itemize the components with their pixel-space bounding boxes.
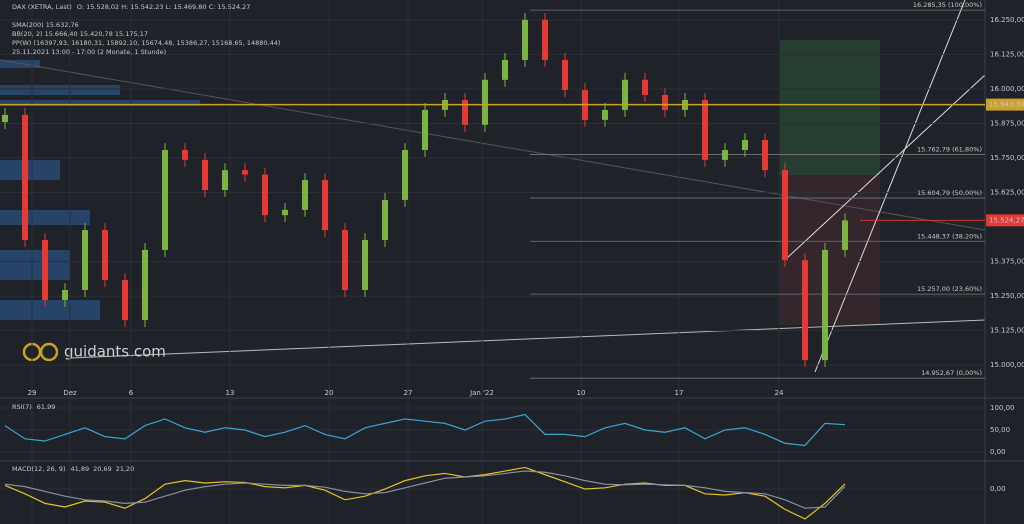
candle-body: [62, 289, 68, 300]
candle-body: [222, 170, 228, 191]
candle-body: [842, 220, 848, 250]
candle-body: [42, 240, 48, 300]
fib-label: 15.448,37 (38,20%): [917, 232, 982, 240]
legend-value: 20,69: [93, 465, 112, 473]
trend-lines: [0, 0, 986, 373]
legend-value: 61,99: [37, 403, 56, 411]
y-tick-label: 16.125,00: [990, 50, 1024, 58]
candle-body: [762, 140, 768, 171]
y-tick-label: 16.250,00: [990, 16, 1024, 24]
candle-body: [102, 230, 108, 281]
fib-label: 14.952,67 (0,00%): [921, 369, 982, 377]
candle-body: [182, 149, 188, 160]
candle-body: [82, 230, 88, 290]
candle-body: [162, 149, 168, 250]
pane-title: MACD(12, 26, 9): [12, 465, 66, 473]
y-tick-label: 50,00: [990, 426, 1010, 434]
candle-body: [782, 170, 788, 261]
candle-body: [502, 59, 508, 80]
y-tick-label: 100,00: [990, 404, 1015, 412]
x-tick-label: 24: [775, 389, 784, 397]
volume-profile: [0, 60, 200, 320]
candle-body: [422, 109, 428, 150]
candle-body: [542, 19, 548, 60]
candle-body: [662, 95, 668, 110]
y-tick-label: 16.000,00: [990, 85, 1024, 93]
pane-title: DAX (XETRA, Last): [12, 3, 72, 11]
x-tick-label: 13: [226, 389, 235, 397]
y-tick-label: 15.750,00: [990, 154, 1024, 162]
candle-body: [402, 149, 408, 200]
stop-zone: [780, 175, 880, 325]
candle-body: [2, 114, 8, 123]
candle-body: [702, 99, 708, 160]
legend-line: 25.11.2021 13:00 - 17:00 (2 Monate, 1 St…: [12, 48, 166, 56]
candle-body: [262, 174, 268, 216]
x-tick-label: 29: [28, 389, 37, 397]
watermark: guidants.com: [64, 343, 166, 361]
candle-body: [622, 79, 628, 110]
candle-body: [522, 19, 528, 60]
candle-body: [282, 209, 288, 216]
y-tick-label: 15.250,00: [990, 292, 1024, 300]
y-tick-label: 15.125,00: [990, 327, 1024, 335]
indicator-line: [4, 470, 846, 509]
y-tick-label: 0,00: [990, 485, 1006, 493]
candle-body: [642, 79, 648, 96]
candle-body: [602, 109, 608, 120]
candle-body: [562, 59, 568, 91]
candle-body: [322, 180, 328, 231]
candle-body: [802, 260, 808, 361]
candle-body: [142, 249, 148, 321]
x-tick-label: 10: [577, 389, 586, 397]
legend-line: BB(20, 2) 15.666,40 15.420,78 15.175,17: [12, 30, 148, 38]
x-tick-label: 27: [404, 389, 413, 397]
x-tick-label: Jan '22: [469, 389, 494, 397]
legend-value: 41,89: [71, 465, 90, 473]
price-label-box: [986, 98, 1024, 111]
y-tick-label: 0,00: [990, 448, 1006, 456]
price-label: 15.943,30: [989, 101, 1024, 109]
candle-body: [382, 199, 388, 241]
indicator-line: [4, 466, 846, 520]
y-tick-label: 15.625,00: [990, 189, 1024, 197]
x-tick-label: Dez: [63, 389, 77, 397]
price-label: 15.524,27: [989, 216, 1024, 224]
pane-title: RSI(7): [12, 403, 32, 411]
x-tick-label: 17: [675, 389, 684, 397]
legend-value: 21,20: [116, 465, 135, 473]
fib-label: 15.762,79 (61,80%): [917, 145, 982, 153]
x-tick-label: 20: [325, 389, 334, 397]
fib-label: 15.604,79 (50,00%): [917, 189, 982, 197]
y-tick-label: 15.875,00: [990, 119, 1024, 127]
candle-body: [342, 230, 348, 290]
candle-body: [742, 140, 748, 150]
legend-value: O: 15.528,02 H: 15.542,23 L: 15.469,80 C…: [77, 3, 251, 11]
candle-body: [722, 149, 728, 160]
y-tick-label: 15.000,00: [990, 361, 1024, 369]
y-tick-label: 15.375,00: [990, 258, 1024, 266]
candle-body: [122, 280, 128, 321]
legend-line: SMA(200) 15.632,76: [12, 21, 79, 29]
candle-body: [462, 99, 468, 125]
candle-body: [202, 159, 208, 191]
legend-line: PP(W) (16397,93, 16180,31, 15892,10, 156…: [12, 39, 280, 47]
x-tick-label: 6: [129, 389, 134, 397]
candle-body: [482, 79, 488, 125]
candle-body: [302, 180, 308, 210]
price-label-box: [986, 214, 1024, 227]
candle-body: [22, 114, 28, 241]
fib-label: 15.257,00 (23,60%): [917, 285, 982, 293]
indicator-line: [4, 413, 846, 447]
candle-body: [362, 240, 368, 290]
target-zone: [780, 40, 880, 175]
candle-body: [822, 249, 828, 361]
fib-label: 16.285,35 (100,00%): [913, 1, 982, 9]
candle-body: [242, 170, 248, 175]
